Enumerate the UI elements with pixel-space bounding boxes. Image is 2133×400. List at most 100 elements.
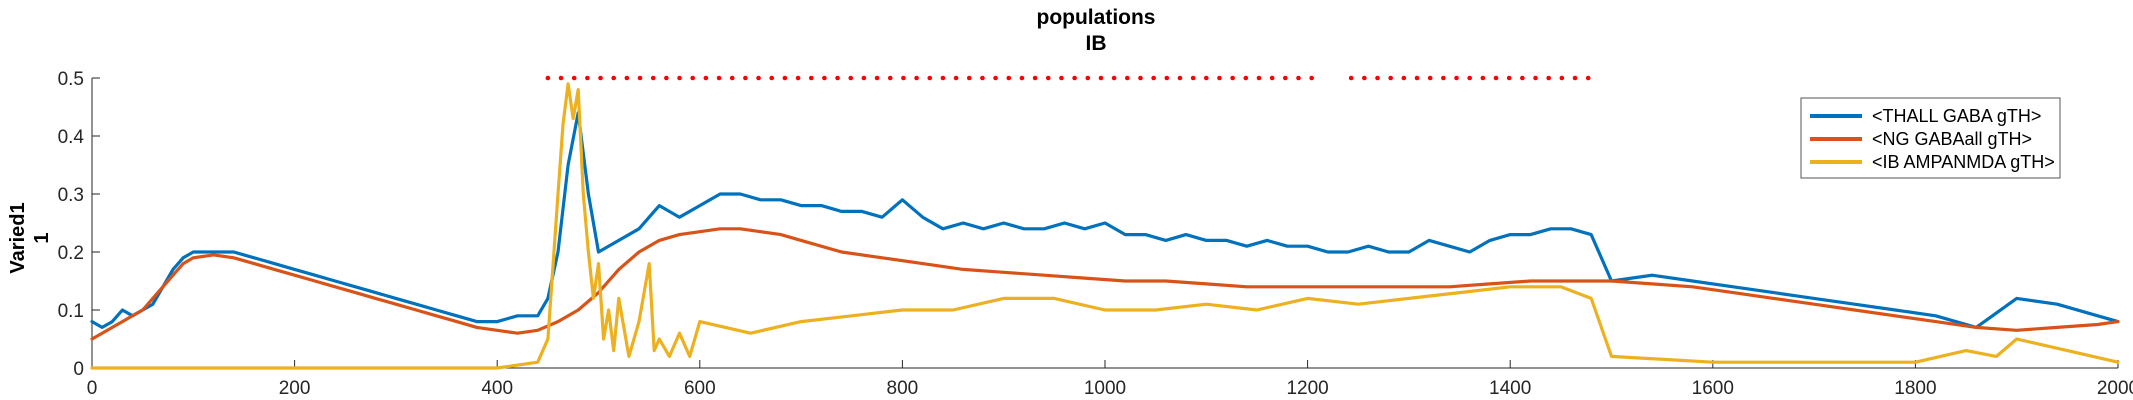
x-tick-label: 600 — [684, 378, 716, 399]
y-tick-label: 0.3 — [58, 185, 84, 206]
stimulus-marker — [1151, 75, 1156, 81]
stimulus-marker — [1164, 75, 1170, 81]
stimulus-marker — [1124, 75, 1130, 81]
stimulus-marker — [1309, 75, 1314, 81]
stimulus-marker — [1296, 75, 1301, 81]
stimulus-marker — [822, 75, 827, 81]
stimulus-marker — [1006, 75, 1012, 81]
x-tick-label: 1200 — [1286, 378, 1328, 399]
series-line-2 — [90, 82, 2120, 370]
stimulus-marker — [1533, 75, 1538, 81]
y-axis: 0 0.1 0.2 0.3 0.4 0.5 — [58, 69, 100, 380]
stimulus-marker — [716, 75, 722, 81]
stimulus-marker — [571, 75, 577, 81]
stimulus-marker — [874, 75, 880, 81]
stimulus-marker — [1138, 75, 1143, 81]
series-line-1 — [90, 227, 2120, 341]
stimulus-marker — [1572, 75, 1578, 81]
stimulus-marker — [1559, 75, 1565, 81]
legend-label-ib: <IB AMPANMDA gTH> — [1872, 152, 2055, 172]
stimulus-marker — [650, 75, 656, 81]
stimulus-marker — [1111, 75, 1117, 81]
stimulus-marker — [966, 75, 972, 81]
y-tick-label: 0.1 — [58, 301, 84, 322]
series-line-0 — [90, 111, 2120, 329]
x-tick-label: 800 — [887, 378, 919, 399]
stimulus-marker — [980, 75, 985, 81]
legend-entry-ib: <IB AMPANMDA gTH> — [1810, 152, 2055, 172]
stimulus-marker — [769, 75, 775, 81]
legend: <THALL GABA gTH> <NG GABAall gTH> <IB AM… — [1800, 97, 2061, 179]
stimulus-marker — [808, 75, 814, 81]
y-tick-label: 0.5 — [58, 69, 84, 90]
stimulus-marker — [1217, 75, 1222, 81]
stimulus-marker — [729, 75, 735, 81]
stimulus-marker — [677, 75, 682, 81]
stimulus-marker — [558, 75, 564, 81]
x-tick-label: 1000 — [1084, 378, 1126, 399]
stimulus-marker — [1045, 75, 1051, 81]
stimulus-marker — [1520, 75, 1525, 81]
stimulus-marker — [598, 75, 603, 81]
x-tick-label: 400 — [481, 378, 513, 399]
stimulus-marker — [1019, 75, 1025, 81]
stimulus-marker — [1467, 75, 1472, 81]
stimulus-marker — [1098, 75, 1104, 81]
stimulus-marker — [1204, 75, 1209, 81]
stimulus-marker — [1032, 75, 1038, 81]
x-tick-label: 1600 — [1692, 378, 1734, 399]
stimulus-marker — [585, 75, 590, 81]
stimulus-marker — [1480, 75, 1486, 81]
stimulus-marker — [914, 75, 919, 81]
stimulus-marker — [1243, 75, 1249, 81]
stimulus-marker — [690, 75, 696, 81]
stimulus-marker — [1546, 75, 1551, 81]
stimulus-marker — [848, 75, 854, 81]
stimulus-marker — [743, 75, 748, 81]
stimulus-marker — [1414, 75, 1420, 81]
stimulus-marker — [637, 75, 643, 81]
stimulus-marker — [611, 75, 616, 81]
legend-entry-ng: <NG GABAall gTH> — [1810, 129, 2032, 149]
stimulus-marker — [1375, 75, 1380, 81]
stimulus-marker — [1283, 75, 1288, 81]
stimulus-marker — [1493, 75, 1499, 81]
stimulus-marker — [1269, 75, 1275, 81]
stimulus-marker — [664, 75, 669, 81]
stimulus-marker — [887, 75, 893, 81]
legend-label-ng: <NG GABAall gTH> — [1872, 129, 2032, 149]
stimulus-marker — [1072, 75, 1077, 81]
y-tick-label: 0 — [73, 359, 84, 380]
stimulus-marker — [624, 75, 630, 81]
stimulus-marker — [1177, 75, 1183, 81]
stimulus-marker — [1427, 75, 1433, 81]
stimulus-markers — [545, 75, 1591, 81]
stimulus-marker — [1230, 75, 1235, 81]
y-tick-label: 0.2 — [58, 243, 84, 264]
stimulus-marker — [927, 75, 933, 81]
stimulus-marker — [835, 75, 840, 81]
x-tick-label: 1800 — [1894, 378, 1936, 399]
chart-subtitle: IB — [1086, 32, 1107, 55]
stimulus-marker — [1441, 75, 1446, 81]
stimulus-marker — [1454, 75, 1459, 81]
x-tick-label: 1400 — [1489, 378, 1531, 399]
stimulus-marker — [545, 75, 551, 81]
stimulus-marker — [703, 75, 709, 81]
stimulus-marker — [1190, 75, 1196, 81]
stimulus-marker — [1256, 75, 1262, 81]
stimulus-marker — [953, 75, 959, 81]
stimulus-marker — [861, 75, 867, 81]
x-tick-label: 200 — [279, 378, 311, 399]
stimulus-marker — [1085, 75, 1091, 81]
stimulus-marker — [1059, 75, 1064, 81]
y-axis-label-secondary: 1 — [31, 232, 53, 243]
x-tick-label: 0 — [87, 378, 98, 399]
stimulus-marker — [940, 75, 946, 81]
stimulus-marker — [1506, 75, 1512, 81]
legend-entry-thall: <THALL GABA gTH> — [1810, 106, 2041, 126]
stimulus-marker — [1348, 75, 1354, 81]
